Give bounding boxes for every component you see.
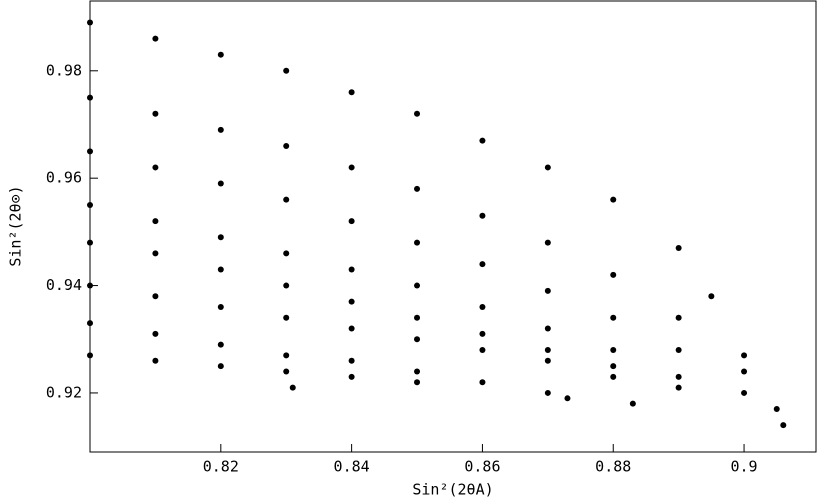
point <box>414 110 421 117</box>
point <box>414 368 421 375</box>
point <box>564 395 571 402</box>
point <box>152 35 159 42</box>
point <box>283 250 290 257</box>
point <box>610 271 617 278</box>
point <box>348 325 355 332</box>
point <box>289 384 296 391</box>
y-tick-label: 0.96 <box>46 169 82 187</box>
point <box>741 368 748 375</box>
y-tick-label: 0.94 <box>46 276 82 294</box>
x-tick-label: 0.88 <box>595 458 631 476</box>
plot-frame <box>89 0 817 453</box>
point <box>348 357 355 364</box>
point <box>87 19 93 26</box>
point <box>479 330 486 337</box>
point <box>87 352 93 359</box>
point <box>217 180 224 187</box>
point <box>610 346 617 353</box>
point <box>87 320 93 327</box>
x-axis-label: Sin²(2θA) <box>412 481 493 499</box>
point <box>479 304 486 311</box>
point <box>773 406 780 413</box>
point <box>152 110 159 117</box>
point <box>629 400 636 407</box>
point <box>780 422 787 429</box>
point <box>348 298 355 305</box>
point <box>675 244 682 251</box>
point <box>479 346 486 353</box>
y-tick-label: 0.98 <box>46 61 82 79</box>
point <box>152 330 159 337</box>
point <box>479 212 486 219</box>
point <box>217 266 224 273</box>
point <box>152 218 159 225</box>
point <box>283 352 290 359</box>
point <box>283 314 290 321</box>
point <box>675 384 682 391</box>
point <box>283 282 290 289</box>
point <box>479 379 486 386</box>
point <box>217 304 224 311</box>
point <box>152 250 159 257</box>
point <box>544 357 551 364</box>
point <box>152 164 159 171</box>
point <box>610 314 617 321</box>
point <box>87 202 93 209</box>
point <box>283 196 290 203</box>
point <box>479 261 486 268</box>
y-tick-label: 0.92 <box>46 383 82 401</box>
point <box>610 363 617 370</box>
point <box>348 266 355 273</box>
point <box>414 379 421 386</box>
x-tick-label: 0.9 <box>731 458 758 476</box>
point <box>87 282 93 289</box>
point <box>675 314 682 321</box>
point <box>217 51 224 58</box>
point <box>217 234 224 241</box>
point <box>414 239 421 246</box>
point <box>675 373 682 380</box>
point <box>610 196 617 203</box>
point <box>414 336 421 343</box>
point <box>544 389 551 396</box>
point <box>708 293 715 300</box>
point <box>741 352 748 359</box>
x-tick-label: 0.84 <box>334 458 370 476</box>
point <box>348 89 355 96</box>
point <box>217 363 224 370</box>
point <box>152 357 159 364</box>
y-axis-label: Sin²(2θ⊙) <box>7 185 25 266</box>
point <box>217 341 224 348</box>
point <box>479 137 486 144</box>
point <box>544 287 551 294</box>
x-tick-label: 0.86 <box>464 458 500 476</box>
point <box>348 373 355 380</box>
point <box>283 368 290 375</box>
point <box>348 164 355 171</box>
point <box>544 239 551 246</box>
point <box>544 325 551 332</box>
point <box>87 239 93 246</box>
point <box>87 94 93 101</box>
point <box>544 164 551 171</box>
point <box>217 126 224 133</box>
point <box>741 389 748 396</box>
x-tick-label: 0.82 <box>203 458 239 476</box>
point <box>544 346 551 353</box>
point <box>87 148 93 155</box>
point <box>348 218 355 225</box>
point <box>283 67 290 74</box>
point <box>414 282 421 289</box>
point <box>283 142 290 149</box>
point <box>414 185 421 192</box>
point <box>675 346 682 353</box>
point <box>152 293 159 300</box>
point <box>610 373 617 380</box>
point <box>414 314 421 321</box>
